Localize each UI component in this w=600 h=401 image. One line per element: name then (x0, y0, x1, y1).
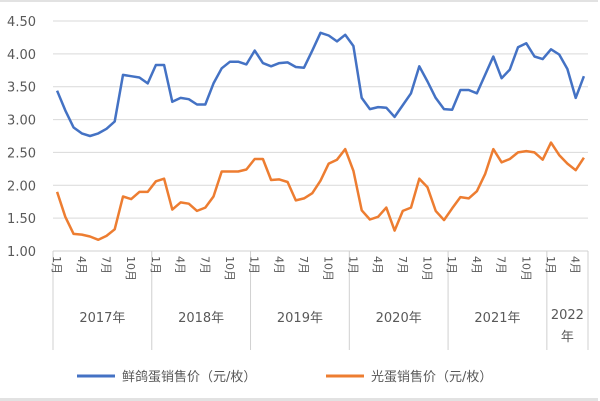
x-month-label: 10月 (519, 256, 532, 281)
x-month-label: 4月 (272, 256, 285, 274)
series-line-1 (57, 143, 584, 240)
x-month-label: 4月 (470, 256, 483, 274)
x-year-label-box: 2022年 (547, 305, 588, 353)
y-tick-label: 2.00 (7, 179, 36, 194)
x-month-label: 7月 (396, 256, 409, 274)
x-month-label: 4月 (174, 256, 187, 274)
x-month-label: 10月 (322, 256, 335, 281)
x-year-label: 2022年 (547, 305, 587, 349)
y-tick-label: 3.00 (7, 114, 36, 129)
x-month-label: 1月 (445, 256, 458, 274)
y-tick-label: 2.50 (7, 146, 36, 161)
x-month-label: 7月 (297, 256, 310, 274)
x-month-label: 4月 (569, 256, 582, 274)
series-line-0 (57, 33, 584, 136)
x-month-label: 4月 (371, 256, 384, 274)
legend-label-0: 鲜鸽蛋销售价（元/枚） (122, 369, 256, 385)
x-year-label: 2019年 (277, 311, 323, 326)
x-month-label: 1月 (149, 256, 162, 274)
x-month-label: 1月 (50, 256, 63, 274)
legend-label-1: 光蛋销售价（元/枚） (371, 369, 492, 385)
x-month-label: 1月 (346, 256, 359, 274)
y-tick-label: 4.50 (7, 15, 36, 30)
x-month-label: 7月 (495, 256, 508, 274)
x-year-label: 2021年 (474, 311, 520, 326)
x-month-label: 10月 (124, 256, 137, 281)
y-tick-label: 4.00 (7, 48, 36, 63)
x-month-label: 4月 (75, 256, 88, 274)
x-year-label: 2018年 (178, 311, 224, 326)
x-month-label: 1月 (248, 256, 261, 274)
x-month-label: 7月 (198, 256, 211, 274)
y-tick-label: 1.00 (7, 245, 36, 260)
y-tick-label: 3.50 (7, 81, 36, 96)
x-month-label: 10月 (421, 256, 434, 281)
y-tick-label: 1.50 (7, 212, 36, 227)
x-month-label: 10月 (223, 256, 236, 281)
x-month-label: 7月 (100, 256, 113, 274)
x-year-label: 2017年 (79, 311, 125, 326)
x-month-label: 1月 (544, 256, 557, 274)
x-year-label: 2020年 (376, 311, 422, 326)
